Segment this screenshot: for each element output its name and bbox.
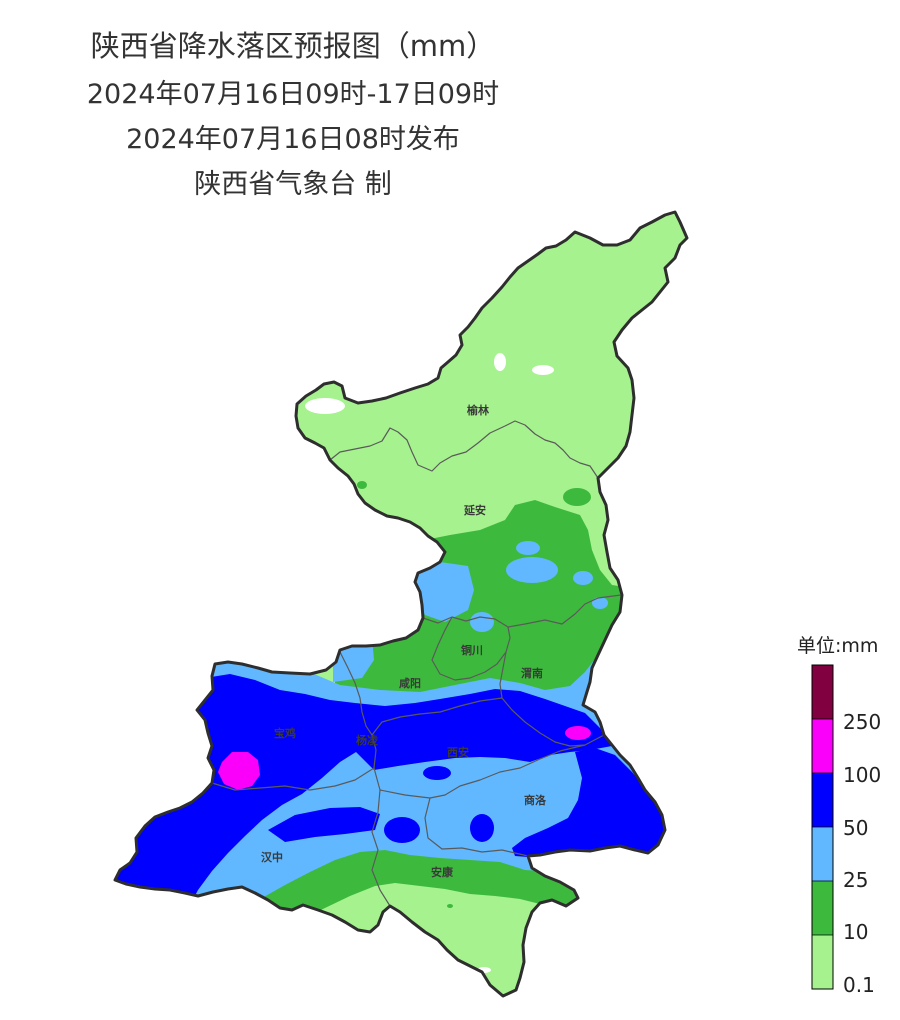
city-label-yanan: 延安 xyxy=(463,503,486,517)
no-data-patch-1 xyxy=(305,398,345,414)
legend-swatch-1 xyxy=(812,719,833,773)
city-label-shangluo: 商洛 xyxy=(524,793,547,807)
no-data-patch-3 xyxy=(532,365,554,375)
border-xianyang-xian xyxy=(371,697,503,736)
legend-tick-100: 100 xyxy=(843,763,881,787)
rain-zone-100-250-baoji xyxy=(218,752,260,790)
forecast-period: 2024年07月16日09时-17日09时 xyxy=(86,79,500,110)
legend-tick-0.1: 0.1 xyxy=(843,973,875,997)
precipitation-zones xyxy=(115,212,687,996)
issuer: 陕西省气象台 制 xyxy=(194,169,392,200)
legend-swatch-0 xyxy=(812,665,833,719)
rain-zone-100-250-weinan xyxy=(565,726,591,740)
city-boundaries xyxy=(211,420,622,907)
no-data-patch-2 xyxy=(494,353,506,371)
city-label-baoji: 宝鸡 xyxy=(274,726,296,740)
legend-tick-250: 250 xyxy=(843,710,881,734)
province-outline xyxy=(113,210,689,998)
rain-zone-25-50-blob-2 xyxy=(516,541,540,555)
legend-tick-25: 25 xyxy=(843,868,868,892)
rain-zone-50-100-hanzhong-streak xyxy=(268,807,380,842)
city-label-weinan: 渭南 xyxy=(521,666,543,680)
border-xianyang-weinan xyxy=(499,651,507,699)
border-baoji-xian xyxy=(371,734,377,769)
border-tongchuan xyxy=(431,616,511,681)
legend-unit: 单位:mm xyxy=(797,635,878,657)
city-label-hanzhong: 汉中 xyxy=(261,850,283,864)
rain-zone-25-50-blob-5 xyxy=(592,597,608,609)
city-label-yangling: 杨凌 xyxy=(356,733,379,747)
legend-tick-50: 50 xyxy=(843,816,868,840)
city-label-xian: 西安 xyxy=(447,745,469,759)
rain-zone-25-50-blob-4 xyxy=(573,571,593,585)
rain-zone-25-50-blob-1 xyxy=(506,557,558,583)
city-label-yulin: 榆林 xyxy=(467,403,489,417)
border-hanzhong-ankang xyxy=(371,789,391,907)
map-title: 陕西省降水落区预报图（mm） xyxy=(90,29,496,63)
legend-swatch-3 xyxy=(812,827,833,881)
rain-zone-10-25-spot xyxy=(357,481,367,489)
border-yanan-south xyxy=(422,594,622,628)
rain-zone-10-25-dot xyxy=(447,904,453,908)
border-yulin-yanan xyxy=(329,420,599,479)
city-label-tongchuan: 铜川 xyxy=(460,643,483,657)
rain-zone-25-50-blob-3 xyxy=(470,612,494,632)
rain-zone-10-25-yanan-east xyxy=(563,488,591,506)
border-xian-south xyxy=(373,744,586,799)
border-baoji-hanzhong xyxy=(211,767,375,791)
legend-tick-10: 10 xyxy=(843,920,868,944)
city-label-ankang: 安康 xyxy=(431,865,454,879)
issue-time: 2024年07月16日08时发布 xyxy=(126,124,460,155)
city-label-xianyang: 咸阳 xyxy=(399,676,421,690)
legend-swatch-4 xyxy=(812,881,833,935)
legend-swatch-5 xyxy=(812,935,833,989)
rain-zone-25-50-yanan-sw xyxy=(408,562,474,622)
rain-zone-50-100-blob-2 xyxy=(470,814,494,842)
city-labels: 榆林 延安 铜川 渭南 咸阳 宝鸡 杨凌 西安 商洛 汉中 安康 xyxy=(261,403,547,879)
legend: 单位:mm 250 100 50 25 10 0.1 xyxy=(797,635,881,997)
legend-swatch-2 xyxy=(812,773,833,827)
rain-zone-10-25-central xyxy=(335,500,645,725)
border-xianyang-baoji xyxy=(339,651,373,736)
rain-zone-50-100-guanzhong-band xyxy=(115,674,612,905)
rain-zone-50-100-blob-1 xyxy=(384,817,420,843)
rain-zone-50-100-shangluo xyxy=(512,748,672,860)
border-ankang-shangluo xyxy=(424,797,529,857)
rain-zone-50-100-blob-3 xyxy=(423,766,451,780)
